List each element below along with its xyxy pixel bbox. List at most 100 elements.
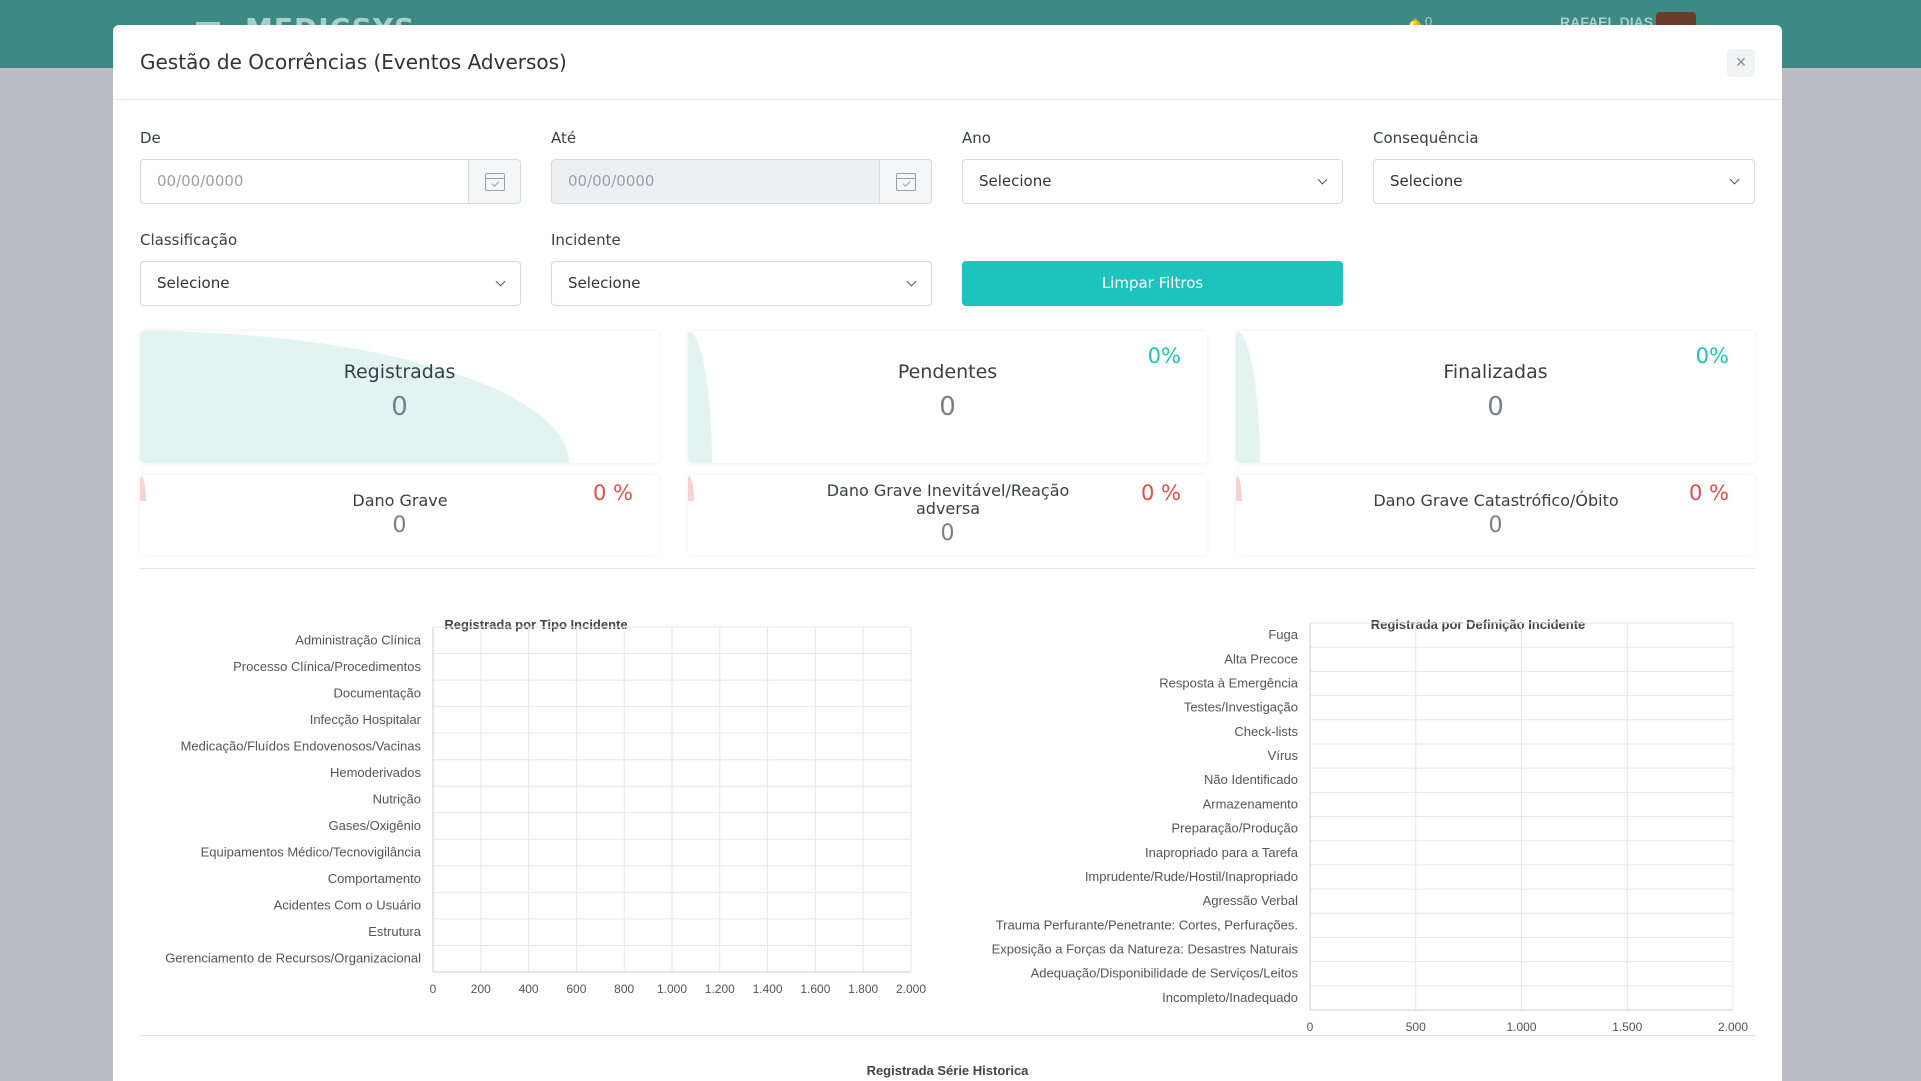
y-category-label: Check-lists bbox=[1234, 724, 1298, 739]
calendar-icon bbox=[484, 172, 505, 191]
x-tick-label: 1.400 bbox=[753, 982, 783, 996]
de-label: De bbox=[140, 129, 161, 147]
y-category-label: Testes/Investigação bbox=[1184, 700, 1298, 715]
y-category-label: Hemoderivados bbox=[330, 765, 422, 780]
modal-header: Gestão de Ocorrências (Eventos Adversos)… bbox=[113, 25, 1782, 100]
ate-date-input[interactable]: 00/00/0000 bbox=[551, 159, 880, 204]
y-category-label: Adequação/Disponibilidade de Serviços/Le… bbox=[1031, 966, 1299, 981]
y-category-label: Documentação bbox=[334, 685, 421, 700]
y-category-label: Exposição a Forças da Natureza: Desastre… bbox=[992, 942, 1299, 957]
close-icon[interactable]: × bbox=[1727, 49, 1755, 77]
stat-percent: 0% bbox=[1695, 344, 1729, 368]
y-category-label: Armazenamento bbox=[1203, 796, 1298, 811]
y-category-label: Infecção Hospitalar bbox=[310, 712, 422, 727]
stat-value: 0 bbox=[939, 392, 956, 422]
occurrences-modal: Gestão de Ocorrências (Eventos Adversos)… bbox=[113, 25, 1782, 1081]
stat-label: Registradas bbox=[343, 361, 456, 383]
y-category-label: Agressão Verbal bbox=[1203, 893, 1299, 908]
ano-select[interactable]: Selecione bbox=[962, 159, 1343, 204]
notification-count: 0 bbox=[1424, 14, 1433, 29]
series-section-title: Registrada Série Historica bbox=[866, 1063, 1029, 1078]
stat-value: 0 bbox=[1487, 392, 1504, 422]
consequencia-select-value: Selecione bbox=[1390, 172, 1463, 190]
dano-card-grave: Dano Grave 0 0 % bbox=[140, 475, 659, 555]
y-category-label: Comportamento bbox=[328, 871, 421, 886]
y-category-label: Acidentes Com o Usuário bbox=[274, 898, 421, 913]
de-date-input[interactable]: 00/00/0000 bbox=[140, 159, 469, 204]
dano-percent: 0 % bbox=[1689, 481, 1729, 505]
divider bbox=[140, 1035, 1755, 1036]
x-tick-label: 1.200 bbox=[705, 982, 735, 996]
ate-date-group: 00/00/0000 bbox=[551, 159, 932, 204]
chevron-down-icon bbox=[1729, 174, 1740, 185]
y-category-label: Administração Clínica bbox=[295, 632, 421, 647]
y-category-label: Incompleto/Inadequado bbox=[1162, 990, 1298, 1005]
dano-value: 0 bbox=[940, 521, 955, 546]
chart-title: Registrada por Tipo Incidente bbox=[444, 617, 627, 632]
x-tick-label: 1.600 bbox=[800, 982, 830, 996]
classificacao-select[interactable]: Selecione bbox=[140, 261, 521, 306]
modal-title: Gestão de Ocorrências (Eventos Adversos) bbox=[140, 50, 567, 74]
y-category-label: Gases/Oxigênio bbox=[329, 818, 422, 833]
incidente-select[interactable]: Selecione bbox=[551, 261, 932, 306]
y-category-label: Inapropriado para a Tarefa bbox=[1145, 845, 1299, 860]
incidente-select-value: Selecione bbox=[568, 274, 641, 292]
x-tick-label: 600 bbox=[566, 982, 586, 996]
stat-percent: 0% bbox=[1147, 344, 1181, 368]
y-category-label: Fuga bbox=[1268, 627, 1298, 642]
x-tick-label: 400 bbox=[519, 982, 539, 996]
y-category-label: Resposta à Emergência bbox=[1159, 675, 1299, 690]
dano-value: 0 bbox=[1488, 513, 1503, 538]
calendar-icon bbox=[895, 172, 916, 191]
classificacao-label: Classificação bbox=[140, 231, 238, 249]
y-category-label: Equipamentos Médico/Tecnovigilância bbox=[201, 845, 422, 860]
y-category-label: Estrutura bbox=[368, 924, 422, 939]
y-category-label: Medicação/Fluídos Endovenosos/Vacinas bbox=[181, 738, 422, 753]
de-calendar-button[interactable] bbox=[469, 159, 521, 204]
y-category-label: Nutrição bbox=[373, 792, 421, 807]
consequencia-select[interactable]: Selecione bbox=[1373, 159, 1755, 204]
incidente-label: Incidente bbox=[551, 231, 621, 249]
chart-title: Registrada por Definição Incidente bbox=[1371, 617, 1586, 632]
de-date-group: 00/00/0000 bbox=[140, 159, 521, 204]
dano-fill bbox=[1236, 475, 1242, 501]
x-tick-label: 2.000 bbox=[1718, 1020, 1748, 1034]
stat-value: 0 bbox=[391, 392, 408, 422]
clear-filters-button[interactable]: Limpar Filtros bbox=[962, 261, 1343, 306]
stat-label: Pendentes bbox=[897, 361, 998, 383]
stat-card-pendentes: 0% Pendentes 0 bbox=[688, 331, 1207, 463]
dano-label: Dano Grave Inevitável/Reação adversa bbox=[826, 481, 1070, 518]
chevron-down-icon bbox=[906, 276, 917, 287]
menu-icon[interactable] bbox=[196, 22, 220, 25]
y-category-label: Vírus bbox=[1268, 748, 1299, 763]
ate-calendar-button[interactable] bbox=[880, 159, 932, 204]
ano-label: Ano bbox=[962, 129, 991, 147]
dano-fill bbox=[688, 475, 694, 501]
dano-label: Dano Grave bbox=[352, 491, 448, 510]
x-tick-label: 1.800 bbox=[848, 982, 878, 996]
dano-percent: 0 % bbox=[1141, 481, 1181, 505]
stat-label: Finalizadas bbox=[1443, 361, 1548, 383]
divider bbox=[140, 568, 1755, 569]
dano-card-inevitavel: Dano Grave Inevitável/Reação adversa 0 0… bbox=[688, 475, 1207, 555]
dano-value: 0 bbox=[392, 513, 407, 538]
dano-card-catastrofico: Dano Grave Catastrófico/Óbito 0 0 % bbox=[1236, 475, 1755, 555]
y-category-label: Não Identificado bbox=[1204, 772, 1298, 787]
dano-label: Dano Grave Catastrófico/Óbito bbox=[1373, 491, 1619, 510]
x-tick-label: 800 bbox=[614, 982, 634, 996]
x-tick-label: 1.500 bbox=[1612, 1020, 1642, 1034]
stat-card-registradas: Registradas 0 bbox=[140, 331, 659, 463]
y-category-label: Alta Precoce bbox=[1224, 651, 1298, 666]
stat-card-finalizadas: 0% Finalizadas 0 bbox=[1236, 331, 1755, 463]
y-category-label: Trauma Perfurante/Penetrante: Cortes, Pe… bbox=[996, 917, 1298, 932]
y-category-label: Imprudente/Rude/Hostil/Inapropriado bbox=[1085, 869, 1298, 884]
y-category-label: Gerenciamento de Recursos/Organizacional bbox=[165, 951, 421, 966]
y-category-label: Preparação/Produção bbox=[1172, 821, 1298, 836]
chevron-down-icon bbox=[495, 276, 506, 287]
consequencia-label: Consequência bbox=[1373, 129, 1479, 147]
x-tick-label: 200 bbox=[471, 982, 491, 996]
x-tick-label: 0 bbox=[1307, 1020, 1314, 1034]
classificacao-select-value: Selecione bbox=[157, 274, 230, 292]
chart-tipo-incidente: Registrada por Tipo Incidente 0 200 400 600 8… bbox=[165, 617, 926, 996]
chevron-down-icon bbox=[1317, 174, 1328, 185]
